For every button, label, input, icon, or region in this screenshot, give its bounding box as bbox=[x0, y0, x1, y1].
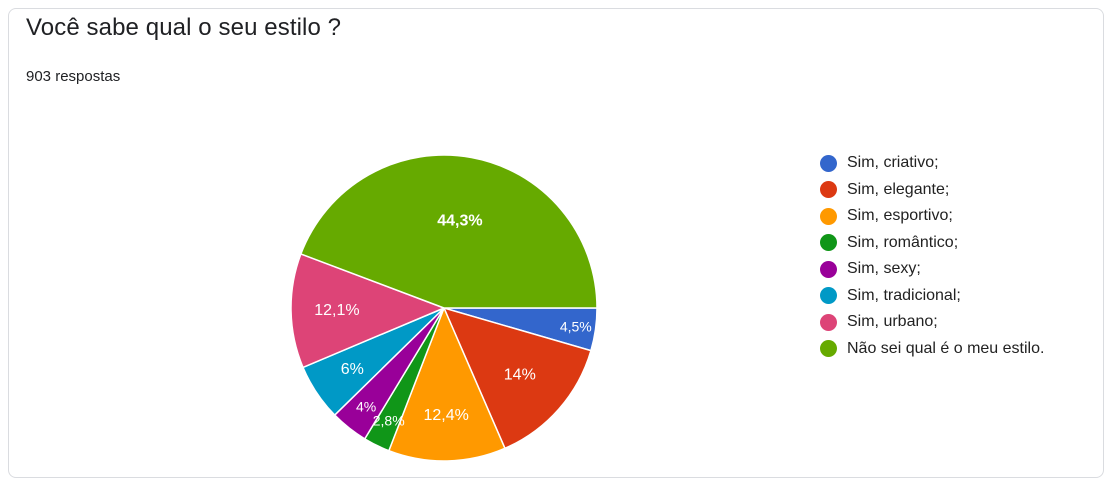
legend-label: Sim, elegante; bbox=[847, 180, 950, 198]
pie-label-urbano: 12,1% bbox=[314, 302, 359, 319]
legend-item-criativo[interactable]: Sim, criativo; bbox=[820, 150, 1044, 177]
legend-item-urbano[interactable]: Sim, urbano; bbox=[820, 309, 1044, 336]
legend-label: Não sei qual é o meu estilo. bbox=[847, 339, 1045, 357]
pie-label-tradicional: 6% bbox=[341, 361, 364, 378]
pie-label-romantico: 2,8% bbox=[373, 413, 405, 429]
legend-item-tradicional[interactable]: Sim, tradicional; bbox=[820, 283, 1044, 310]
legend-label: Sim, tradicional; bbox=[847, 286, 961, 304]
legend-swatch bbox=[820, 154, 837, 172]
legend-label: Sim, urbano; bbox=[847, 313, 938, 331]
chart-legend: Sim, criativo; Sim, elegante; Sim, esporti… bbox=[820, 150, 1044, 362]
pie-label-esportivo: 12,4% bbox=[424, 407, 469, 424]
response-count: 903 respostas bbox=[26, 68, 121, 85]
legend-swatch bbox=[820, 234, 837, 252]
pie-label-sexy: 4% bbox=[356, 398, 376, 414]
legend-swatch bbox=[820, 260, 837, 278]
pie-slice-elegante[interactable] bbox=[442, 306, 592, 450]
question-title: Você sabe qual o seu estilo ? bbox=[26, 14, 342, 41]
legend-swatch bbox=[820, 287, 837, 305]
pie-slice-urbano[interactable] bbox=[290, 253, 447, 369]
pie-label-criativo: 4,5% bbox=[560, 319, 592, 335]
pie-label-nao-sei: 44,3% bbox=[437, 213, 482, 230]
legend-label: Sim, romântico; bbox=[847, 233, 959, 251]
legend-label: Sim, esportivo; bbox=[847, 207, 953, 225]
legend-swatch bbox=[820, 207, 837, 225]
legend-swatch bbox=[820, 313, 837, 331]
pie-slice-nao-sei[interactable] bbox=[299, 154, 598, 309]
legend-item-romantico[interactable]: Sim, romântico; bbox=[820, 230, 1044, 257]
legend-item-sexy[interactable]: Sim, sexy; bbox=[820, 256, 1044, 283]
legend-swatch bbox=[820, 340, 837, 358]
legend-label: Sim, sexy; bbox=[847, 260, 921, 278]
pie-slice-esportivo[interactable] bbox=[387, 306, 506, 462]
legend-item-elegante[interactable]: Sim, elegante; bbox=[820, 177, 1044, 204]
legend-item-esportivo[interactable]: Sim, esportivo; bbox=[820, 203, 1044, 230]
legend-item-nao-sei[interactable]: Não sei qual é o meu estilo. bbox=[820, 336, 1044, 363]
legend-swatch bbox=[820, 181, 837, 199]
pie-label-elegante: 14% bbox=[504, 367, 536, 384]
pie-chart: 4,5% 14% 12,4% 2,8%4% 6% 12,1% 44,3% bbox=[290, 154, 598, 462]
legend-label: Sim, criativo; bbox=[847, 154, 939, 172]
